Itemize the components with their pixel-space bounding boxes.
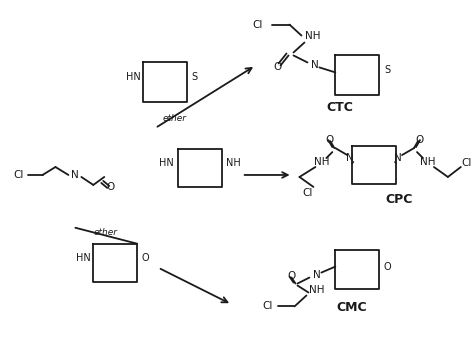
Text: O: O — [287, 271, 296, 281]
Text: N: N — [71, 170, 78, 180]
Text: Cl: Cl — [302, 188, 313, 198]
Text: N: N — [394, 153, 402, 163]
Text: HN: HN — [76, 253, 91, 263]
Text: N: N — [310, 60, 318, 70]
Text: ether: ether — [163, 114, 187, 123]
Text: HN: HN — [126, 72, 140, 82]
Text: S: S — [384, 65, 390, 75]
Text: NH: NH — [309, 285, 324, 296]
Text: CPC: CPC — [385, 193, 413, 206]
Text: O: O — [383, 262, 391, 272]
Text: Cl: Cl — [253, 20, 263, 30]
Text: HN: HN — [159, 158, 173, 168]
Text: S: S — [192, 72, 198, 82]
Text: O: O — [106, 182, 114, 192]
Text: O: O — [416, 135, 424, 145]
Text: O: O — [273, 62, 282, 72]
Text: O: O — [325, 135, 334, 145]
Text: Cl: Cl — [13, 170, 24, 180]
Text: Cl: Cl — [462, 158, 472, 168]
Text: NH: NH — [227, 158, 241, 168]
Text: Cl: Cl — [263, 301, 273, 311]
Text: O: O — [141, 253, 149, 263]
Text: CTC: CTC — [326, 101, 353, 114]
Text: CMC: CMC — [336, 301, 366, 314]
Text: NH: NH — [314, 157, 329, 167]
Text: NH: NH — [305, 31, 320, 40]
Text: NH: NH — [420, 157, 436, 167]
Text: ether: ether — [93, 228, 117, 237]
Text: N: N — [312, 270, 320, 280]
Text: N: N — [346, 153, 354, 163]
